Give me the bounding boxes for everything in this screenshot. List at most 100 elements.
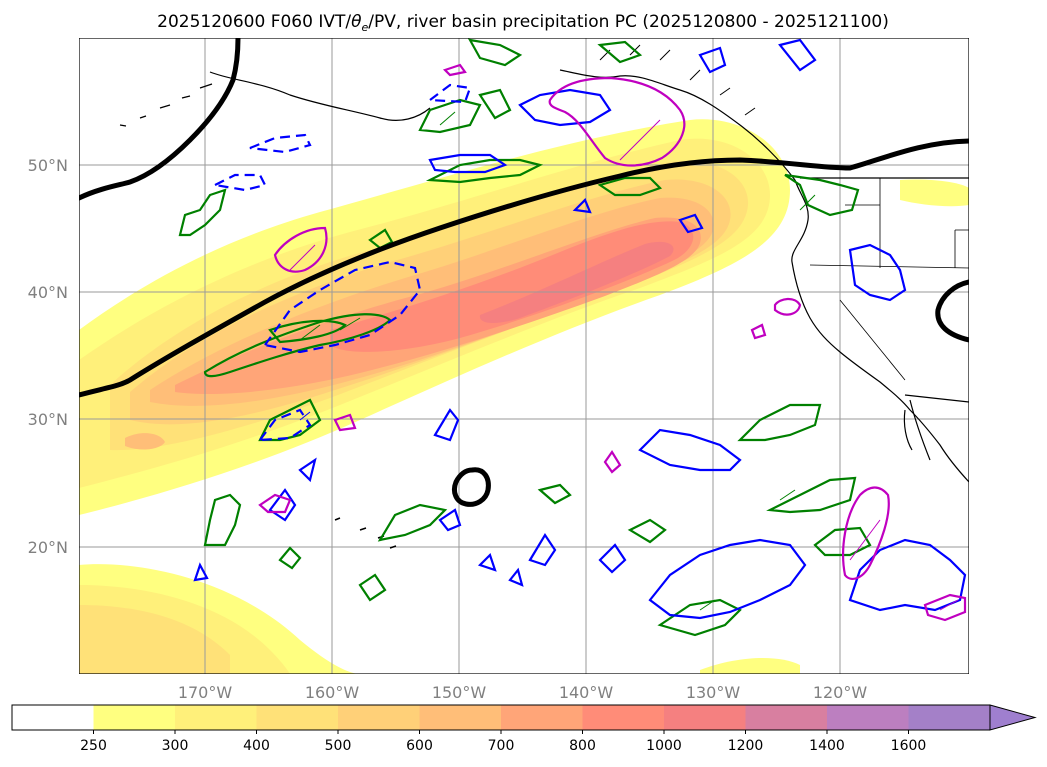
- lon-label-130w: 130°W: [686, 683, 741, 702]
- latitude-labels: 50°N 40°N 30°N 20°N: [28, 156, 68, 557]
- graticule: [79, 38, 969, 674]
- green-contour-15: [278, 546, 387, 602]
- colorbar-segment: [908, 705, 991, 730]
- title-theta-subscript: e: [362, 21, 369, 34]
- magenta-contour-7: [442, 63, 467, 77]
- green-contour-17: [537, 483, 667, 544]
- blue-dashed-contour-3: [211, 173, 267, 192]
- black-contour-circle: [451, 467, 491, 507]
- colorbar-segment: [501, 705, 583, 730]
- colorbar-tick-label: 1200: [728, 738, 764, 754]
- blue-contour-4: [428, 153, 508, 174]
- colorbar-segment: [745, 705, 828, 730]
- ivt-blob-south-core: [79, 605, 230, 674]
- colorbar-segment: [93, 705, 176, 730]
- green-contour-2: [268, 319, 347, 344]
- green-contour-14: [368, 228, 394, 250]
- colorbar-tick-label: 700: [488, 738, 515, 754]
- hatch-magenta: [289, 119, 959, 611]
- magenta-contour-3: [842, 486, 890, 580]
- colorbar-segment: [256, 705, 339, 730]
- blue-contour-12: [698, 38, 817, 74]
- green-contours: [178, 38, 872, 637]
- hawaii-islands: [334, 517, 397, 549]
- contour-hatching: [289, 111, 959, 611]
- blue-contour-6: [848, 243, 907, 302]
- green-contour-18: [467, 38, 643, 67]
- title-theta: θ: [351, 12, 362, 32]
- magenta-contours: [258, 63, 967, 622]
- black-contour-east: [935, 279, 969, 343]
- magenta-contour-6: [603, 449, 967, 622]
- border-us-mexico: [904, 394, 969, 403]
- lat-label-30: 30°N: [28, 410, 68, 429]
- green-contour-7: [737, 403, 822, 442]
- blue-contour-1: [638, 428, 742, 472]
- green-contour-16: [813, 526, 872, 557]
- colorbar-extend-arrow: [989, 704, 1037, 731]
- lat-label-20: 20°N: [28, 538, 68, 557]
- ivt-band-800: [330, 221, 694, 352]
- colorbar-tick-label: 1600: [891, 738, 927, 754]
- hatch-green: [299, 111, 816, 611]
- green-contour-11: [425, 158, 544, 184]
- green-contour-10: [418, 88, 512, 134]
- blue-contour-8: [528, 532, 627, 574]
- colorbar-segment: [175, 705, 257, 730]
- green-contour-12: [597, 176, 663, 197]
- blue-dashed-contour-5: [426, 83, 472, 104]
- coastlines: [119, 44, 969, 549]
- magenta-contour-4: [750, 297, 802, 340]
- coastline-north-america: [791, 179, 969, 483]
- blue-contour-9: [193, 552, 524, 587]
- coastline-aleutians: [119, 83, 213, 127]
- blue-dashed-contour-2: [249, 133, 312, 154]
- colorbar-segment: [827, 705, 909, 730]
- title-prefix: 2025120600 F060 IVT/: [157, 12, 351, 32]
- border-states: [809, 178, 969, 381]
- lat-label-50: 50°N: [28, 156, 68, 175]
- green-contour-9: [657, 598, 742, 637]
- colorbar-segment: [582, 705, 665, 730]
- colorbar-segment: [338, 705, 420, 730]
- blue-contour-7: [433, 408, 462, 532]
- ivt-blob-east: [900, 179, 969, 207]
- green-contour-5: [203, 493, 242, 547]
- map-panel: [79, 38, 969, 674]
- lon-label-160w: 160°W: [305, 683, 360, 702]
- lon-label-140w: 140°W: [559, 683, 614, 702]
- colorbar-tick-label: 1000: [646, 738, 682, 754]
- magenta-contour-2: [273, 226, 328, 273]
- black-contour-main: [79, 138, 969, 398]
- green-contour-8: [766, 476, 857, 514]
- ivt-filled-contours: [79, 119, 969, 674]
- colorbar-segment: [419, 705, 502, 730]
- colorbar-tick-label: 400: [243, 738, 270, 754]
- blue-contour-2: [648, 538, 807, 620]
- colorbar-tick-label: 500: [325, 738, 352, 754]
- black-contours: [79, 38, 969, 507]
- blue-dashed-contour-1: [263, 260, 422, 354]
- ivt-blob-se: [700, 658, 800, 674]
- magenta-contour-1: [548, 76, 686, 167]
- green-contour-3: [178, 188, 227, 237]
- title-suffix: /PV, river basin precipitation PC (20251…: [368, 12, 889, 32]
- hatch-blue: [299, 411, 311, 421]
- blue-dashed-contours: [211, 83, 472, 442]
- blue-dashed-contour-4: [257, 408, 312, 442]
- lon-label-170w: 170°W: [178, 683, 233, 702]
- colorbar-tick-label: 1400: [809, 738, 845, 754]
- lon-label-150w: 150°W: [432, 683, 487, 702]
- coastline-baja: [903, 399, 931, 461]
- colorbar-tick-label: 300: [162, 738, 189, 754]
- green-contour-13: [784, 173, 860, 217]
- blue-contour-5: [518, 88, 612, 127]
- lat-label-40: 40°N: [28, 283, 68, 302]
- colorbar: 250 300 400 500 600 700 800 1000 1200 1400 1600: [11, 704, 1037, 754]
- figure-title: 2025120600 F060 IVT/θe/PV, river basin p…: [157, 12, 889, 34]
- blue-contour-10: [572, 198, 704, 234]
- colorbar-tick-label: 600: [406, 738, 433, 754]
- ivt-blob-small-1: [125, 433, 165, 450]
- colorbar-tick-label: 800: [569, 738, 596, 754]
